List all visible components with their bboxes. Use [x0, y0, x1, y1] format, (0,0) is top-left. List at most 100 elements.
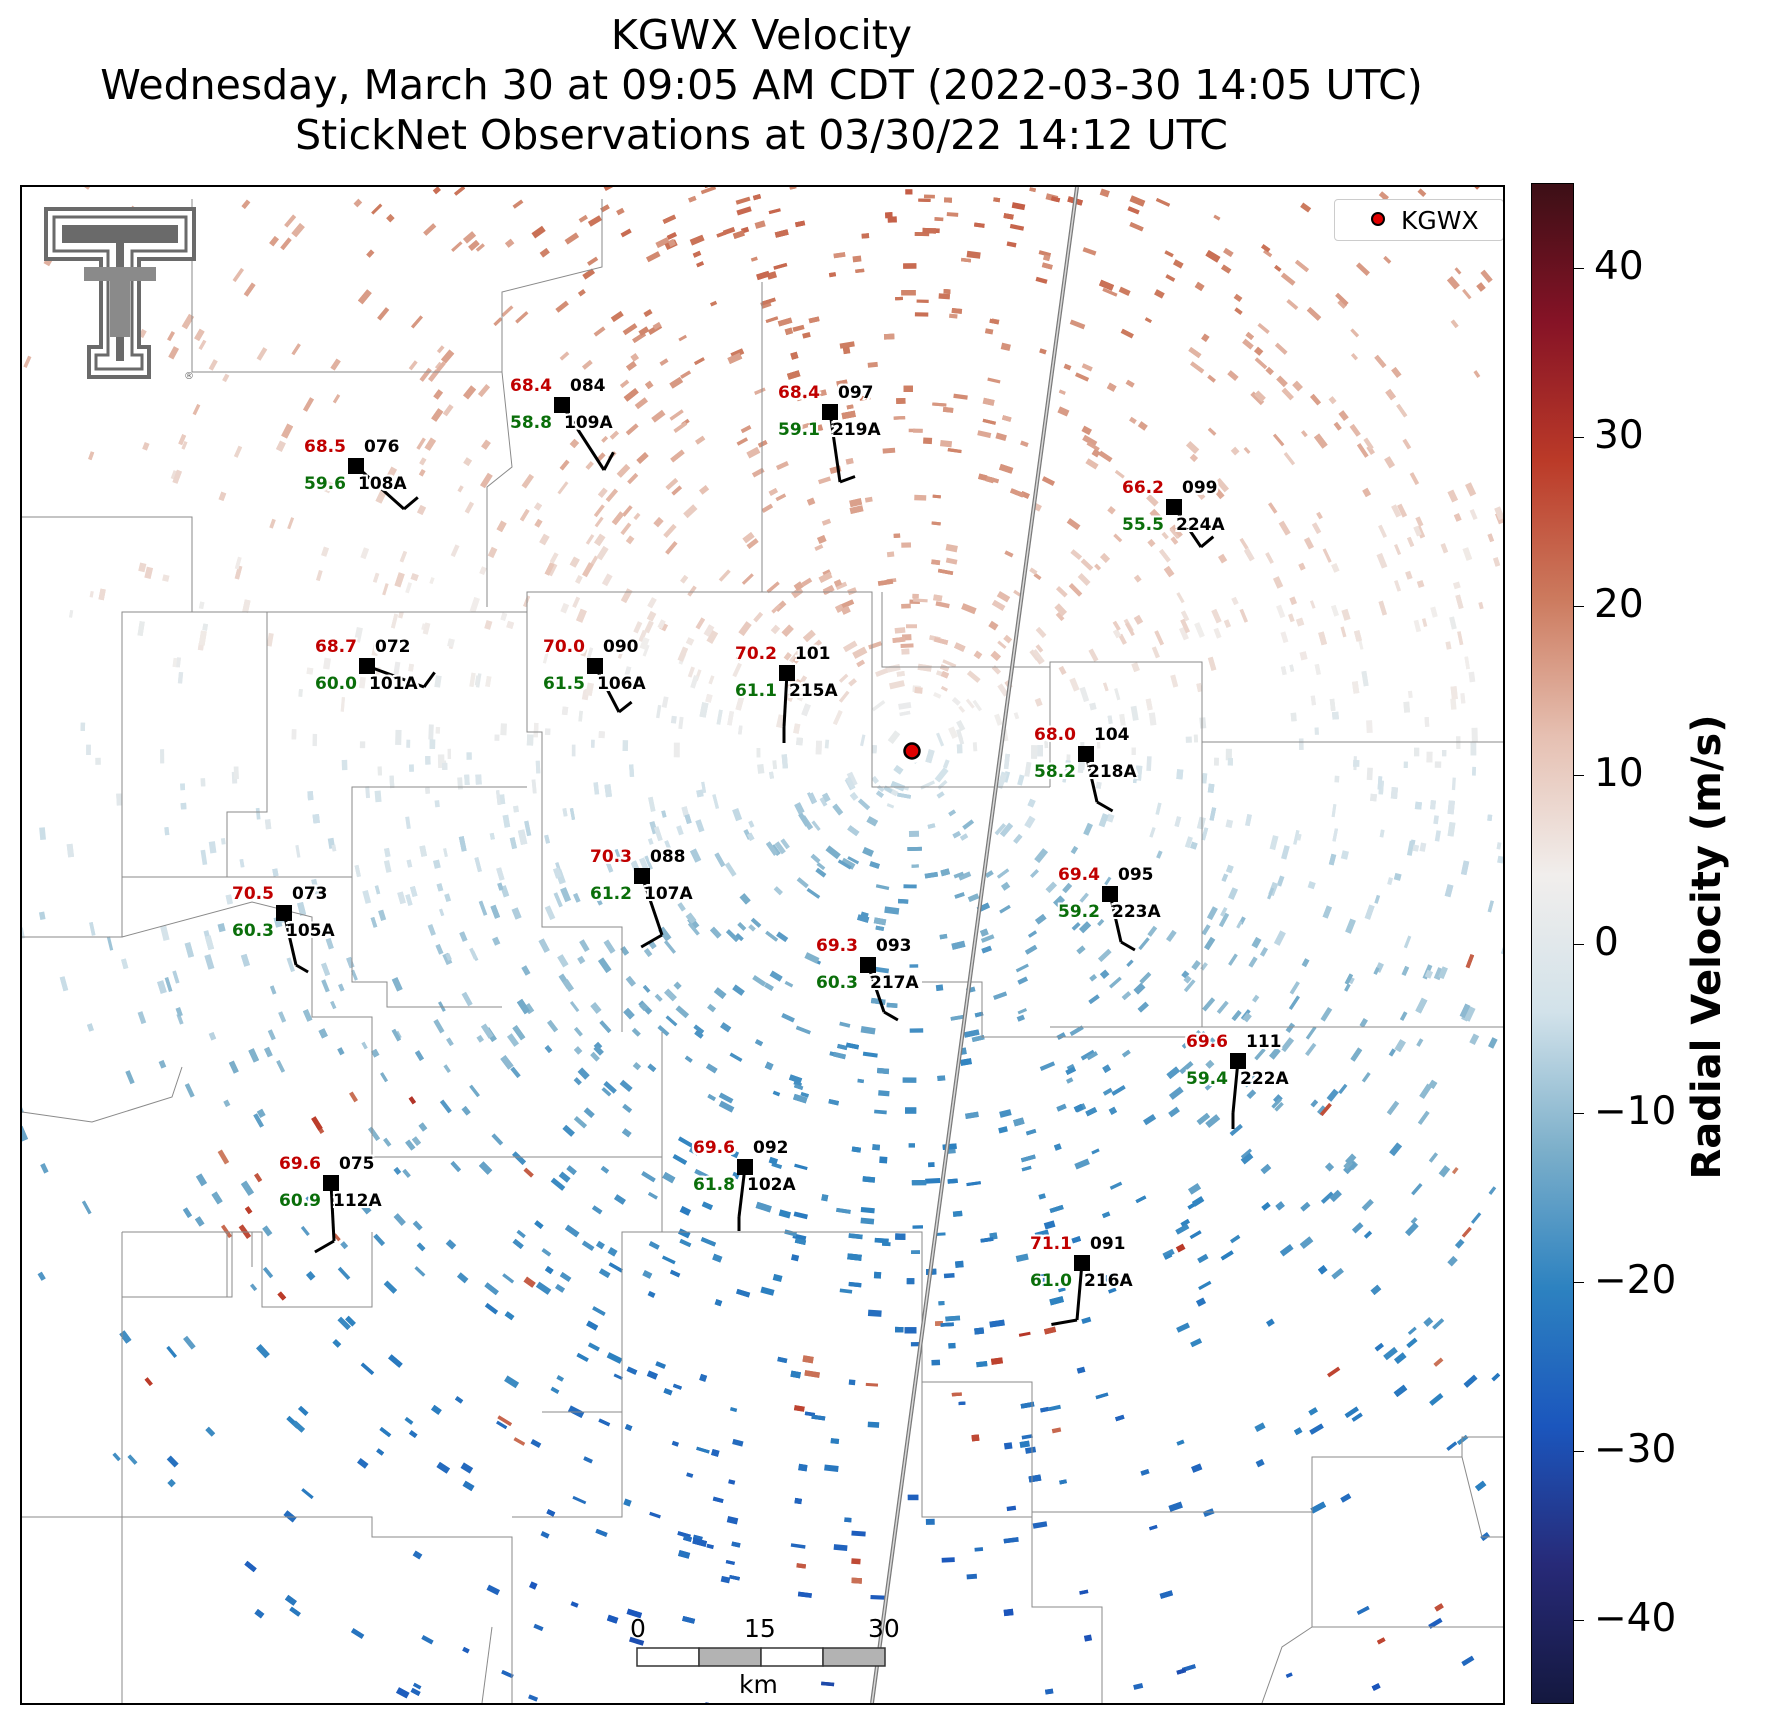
velocity-cell	[655, 1361, 666, 1369]
velocity-cell	[1300, 1201, 1311, 1212]
velocity-cell	[623, 1007, 635, 1020]
velocity-cell	[1248, 956, 1258, 968]
velocity-cell	[297, 902, 307, 916]
velocity-cell	[879, 1156, 888, 1164]
station-id: 075	[339, 1154, 375, 1174]
velocity-cell	[456, 1272, 469, 1284]
velocity-cell	[573, 1077, 582, 1086]
velocity-cell	[701, 1201, 713, 1211]
velocity-cell	[321, 979, 330, 993]
station-probe-id: 109A	[564, 413, 613, 433]
velocity-cell	[496, 520, 507, 533]
velocity-cell	[1213, 214, 1221, 221]
velocity-cell	[859, 393, 871, 401]
velocity-cell	[936, 732, 945, 747]
velocity-cell	[1309, 600, 1316, 609]
velocity-cell	[821, 1194, 829, 1202]
velocity-cell	[341, 759, 348, 771]
velocity-cell	[1029, 187, 1037, 193]
velocity-cell	[1351, 1222, 1364, 1234]
velocity-cell	[1055, 612, 1065, 622]
station-id: 091	[1090, 1234, 1126, 1254]
velocity-cell	[974, 1011, 984, 1018]
velocity-cell	[1350, 1047, 1363, 1062]
wind-barb-staff	[329, 1182, 336, 1242]
velocity-cell	[1487, 814, 1493, 822]
velocity-cell	[860, 1206, 875, 1214]
velocity-cell	[321, 546, 330, 557]
velocity-cell	[654, 993, 663, 1002]
velocity-cell	[1011, 202, 1026, 211]
velocity-cell	[496, 867, 505, 881]
svg-text:®: ®	[184, 371, 194, 382]
velocity-cell	[923, 194, 935, 199]
velocity-cell	[1473, 370, 1481, 378]
velocity-cell	[22, 927, 25, 940]
velocity-cell	[1137, 421, 1148, 431]
velocity-cell	[836, 1207, 851, 1214]
velocity-cell	[1045, 881, 1057, 894]
velocity-cell	[262, 1266, 274, 1279]
velocity-cell	[909, 964, 919, 968]
velocity-cell	[1190, 1338, 1202, 1348]
velocity-cell	[1250, 391, 1265, 406]
velocity-cell	[1283, 452, 1296, 466]
velocity-cell	[792, 324, 805, 332]
velocity-cell	[572, 1495, 587, 1505]
velocity-cell	[1476, 282, 1486, 292]
velocity-cell	[1189, 453, 1199, 463]
velocity-cell	[444, 893, 452, 903]
velocity-cell	[358, 676, 366, 689]
velocity-cell	[1049, 1296, 1064, 1306]
velocity-cell	[253, 1113, 264, 1128]
velocity-cell	[851, 1146, 862, 1153]
scale-label-0: 0	[630, 1614, 646, 1643]
velocity-cell	[886, 803, 895, 809]
velocity-cell	[1114, 470, 1125, 479]
velocity-cell	[1211, 608, 1222, 624]
velocity-cell	[330, 358, 341, 371]
velocity-cell	[851, 1577, 862, 1584]
velocity-cell	[1213, 757, 1219, 766]
velocity-cell	[793, 581, 804, 591]
velocity-cell	[345, 1315, 356, 1327]
velocity-cell	[967, 893, 980, 903]
velocity-cell	[1230, 446, 1240, 456]
velocity-cell	[1031, 745, 1038, 759]
velocity-cell	[1231, 1010, 1242, 1022]
colorbar-tick	[1574, 1281, 1584, 1283]
velocity-cell	[699, 702, 709, 718]
velocity-cell	[593, 504, 605, 518]
colorbar-title: Radial Velocity (m/s)	[1684, 714, 1730, 1180]
velocity-cell	[824, 739, 830, 749]
velocity-cell	[1402, 438, 1412, 450]
velocity-cell	[700, 1237, 717, 1247]
velocity-cell	[836, 379, 848, 388]
velocity-cell	[792, 650, 805, 664]
velocity-cell	[569, 556, 580, 568]
velocity-cell	[662, 214, 677, 224]
velocity-cell	[409, 764, 414, 772]
velocity-cell	[917, 663, 932, 672]
velocity-cell	[399, 550, 408, 563]
velocity-cell	[1257, 322, 1270, 334]
velocity-cell	[646, 611, 657, 622]
velocity-cell	[993, 197, 1001, 203]
station-temperature: 69.6	[279, 1154, 321, 1174]
velocity-cell	[985, 476, 995, 484]
velocity-cell	[513, 805, 519, 813]
velocity-cell	[446, 1037, 454, 1047]
velocity-cell	[623, 666, 632, 680]
velocity-cell	[895, 296, 903, 301]
velocity-cell	[1370, 793, 1377, 802]
velocity-cell	[1335, 292, 1349, 306]
velocity-cell	[1071, 922, 1081, 931]
velocity-cell	[1386, 1100, 1400, 1116]
velocity-cell	[1205, 249, 1221, 263]
velocity-cell	[1424, 716, 1430, 727]
station-temperature: 68.4	[510, 376, 552, 396]
wind-barb-flag	[602, 451, 615, 471]
velocity-cell	[411, 315, 423, 329]
velocity-cell	[1066, 1063, 1075, 1071]
velocity-cell	[781, 624, 794, 637]
